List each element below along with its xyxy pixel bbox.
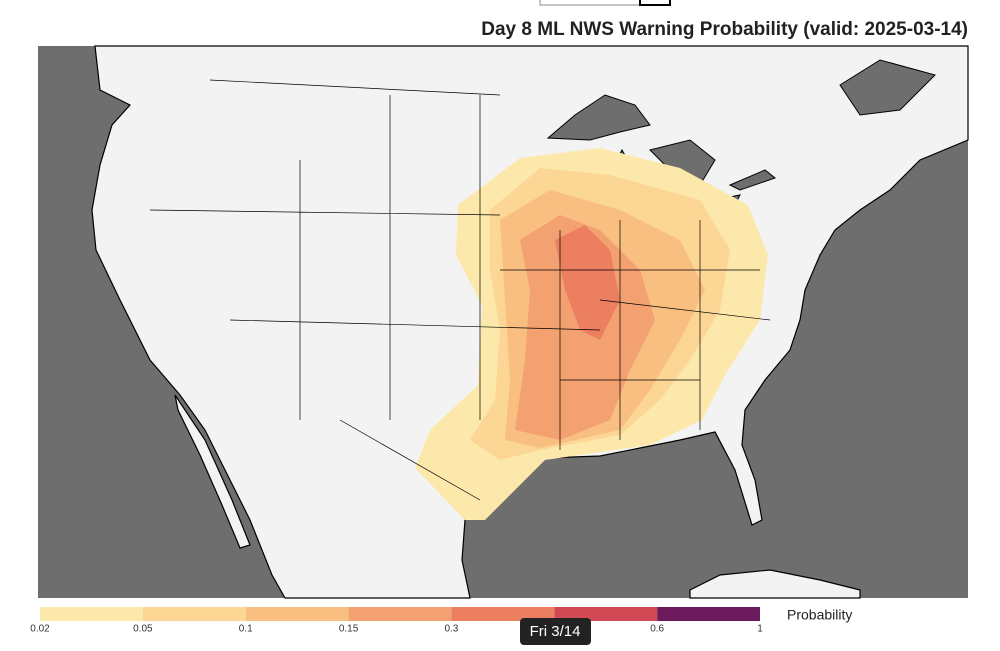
top-control[interactable] (539, 0, 641, 6)
colorbar-bin (40, 607, 143, 621)
map (38, 45, 969, 599)
colorbar-bin (348, 607, 452, 621)
colorbar-tick-label: 0.1 (239, 624, 253, 635)
top-control-button[interactable] (639, 0, 671, 6)
hudson-bay-area (839, 59, 936, 116)
colorbar-tick-label: 1 (757, 624, 763, 635)
colorbar-tick-label: 0.6 (650, 624, 664, 635)
colorbar-bin (554, 607, 658, 621)
lake-ontario (728, 169, 777, 191)
state-borders (149, 79, 771, 501)
colorbar: 1 0.6 0.3 0.15 0.1 0.05 0.02 Probability (30, 607, 852, 635)
lake-superior (546, 94, 651, 141)
risk-area (415, 148, 768, 520)
colorbar-tick-label: 0.02 (30, 624, 50, 635)
colorbar-bin (657, 607, 760, 621)
baja (174, 394, 251, 549)
colorbar-tick-label: 0.05 (133, 624, 153, 635)
colorbar-bin (245, 607, 349, 621)
colorbar-bin (142, 607, 246, 621)
colorbar-tick-label: 0.3 (444, 624, 458, 635)
colorbar-tick-label: 0.15 (339, 624, 359, 635)
cuba (689, 569, 861, 599)
tooltip-box (520, 618, 591, 645)
map-title: Day 8 ML NWS Warning Probability (valid:… (481, 19, 968, 40)
date-tooltip: Fri 3/14 (520, 618, 591, 645)
colorbar-label: Probability (787, 607, 852, 623)
tooltip-text: Fri 3/14 (530, 623, 581, 640)
colorbar-bin (451, 607, 555, 621)
